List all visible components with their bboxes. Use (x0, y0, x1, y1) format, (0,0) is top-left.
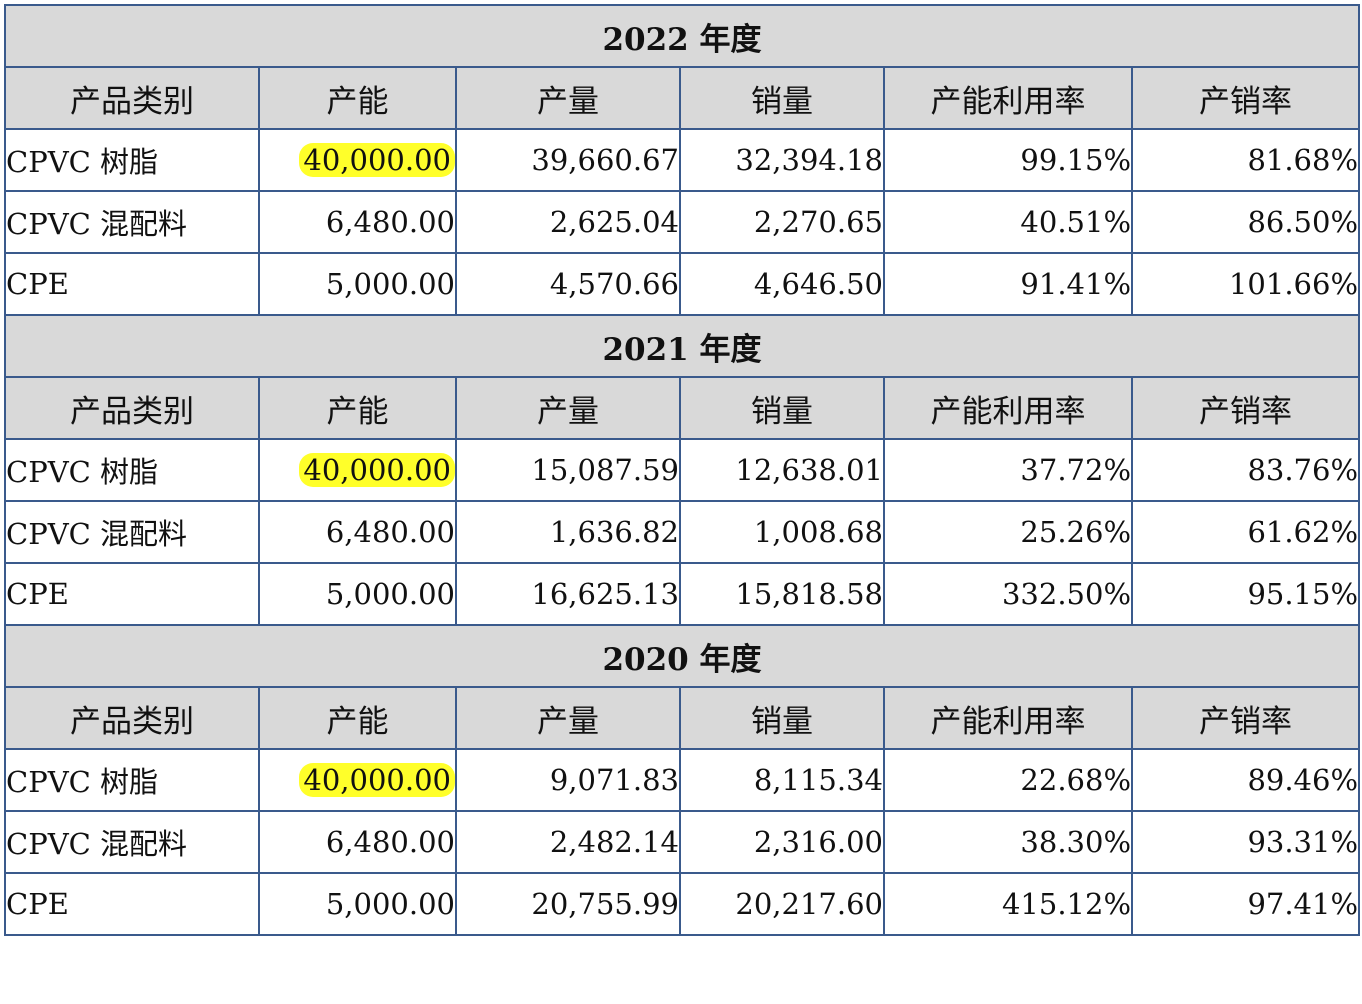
sales-cell: 32,394.18 (679, 128, 885, 192)
col-header-output: 产量 (455, 66, 681, 130)
table-row: CPE 5,000.00 20,755.99 20,217.60 415.12%… (4, 872, 1361, 936)
table-row: CPVC 树脂 40,000.00 9,071.83 8,115.34 22.6… (4, 748, 1361, 812)
table-row: CPVC 混配料 6,480.00 2,625.04 2,270.65 40.5… (4, 190, 1361, 254)
sales-ratio-cell: 95.15% (1130, 562, 1361, 626)
product-name: CPVC 混配料 (4, 810, 260, 874)
utilization-cell: 37.72% (883, 438, 1133, 502)
product-name: CPVC 树脂 (4, 438, 260, 502)
year-label: 2020 年度 (3, 624, 1361, 688)
utilization-cell: 332.50% (883, 562, 1133, 626)
capacity-cell: 5,000.00 (258, 562, 457, 626)
col-header-utilization: 产能利用率 (883, 686, 1133, 750)
sales-cell: 2,316.00 (679, 810, 885, 874)
col-header-category: 产品类别 (4, 376, 260, 440)
col-header-utilization: 产能利用率 (883, 66, 1133, 130)
highlighted-capacity: 40,000.00 (299, 763, 454, 797)
col-header-sales: 销量 (679, 376, 885, 440)
table-row: CPVC 混配料 6,480.00 1,636.82 1,008.68 25.2… (4, 500, 1361, 564)
year-header-2020: 2020 年度 (3, 624, 1361, 688)
sales-ratio-cell: 61.62% (1130, 500, 1361, 564)
sales-cell: 8,115.34 (679, 748, 885, 812)
sales-cell: 20,217.60 (679, 872, 885, 936)
product-name: CPE (4, 562, 260, 626)
output-cell: 2,482.14 (455, 810, 681, 874)
utilization-cell: 38.30% (883, 810, 1133, 874)
capacity-cell: 40,000.00 (258, 128, 457, 192)
col-header-category: 产品类别 (4, 66, 260, 130)
output-cell: 4,570.66 (455, 252, 681, 316)
capacity-cell: 40,000.00 (258, 748, 457, 812)
sales-cell: 12,638.01 (679, 438, 885, 502)
col-header-sales: 销量 (679, 686, 885, 750)
product-name: CPVC 树脂 (4, 748, 260, 812)
utilization-cell: 22.68% (883, 748, 1133, 812)
col-header-output: 产量 (455, 686, 681, 750)
sales-cell: 2,270.65 (679, 190, 885, 254)
utilization-cell: 40.51% (883, 190, 1133, 254)
sales-cell: 1,008.68 (679, 500, 885, 564)
table-row: CPE 5,000.00 16,625.13 15,818.58 332.50%… (4, 562, 1361, 626)
sales-ratio-cell: 101.66% (1130, 252, 1361, 316)
col-header-sales-ratio: 产销率 (1130, 686, 1361, 750)
year-header-2022: 2022 年度 (3, 4, 1361, 68)
utilization-cell: 99.15% (883, 128, 1133, 192)
product-name: CPE (4, 872, 260, 936)
year-label: 2021 年度 (3, 314, 1361, 378)
output-cell: 9,071.83 (455, 748, 681, 812)
table-row: CPVC 混配料 6,480.00 2,482.14 2,316.00 38.3… (4, 810, 1361, 874)
capacity-cell: 40,000.00 (258, 438, 457, 502)
sales-ratio-cell: 86.50% (1130, 190, 1361, 254)
year-label: 2022 年度 (3, 4, 1361, 68)
column-header-row: 产品类别 产能 产量 销量 产能利用率 产销率 (4, 66, 1361, 130)
table-row: CPE 5,000.00 4,570.66 4,646.50 91.41% 10… (4, 252, 1361, 316)
output-cell: 2,625.04 (455, 190, 681, 254)
sales-cell: 4,646.50 (679, 252, 885, 316)
sales-ratio-cell: 83.76% (1130, 438, 1361, 502)
col-header-capacity: 产能 (258, 66, 457, 130)
col-header-sales: 销量 (679, 66, 885, 130)
col-header-capacity: 产能 (258, 686, 457, 750)
sales-ratio-cell: 81.68% (1130, 128, 1361, 192)
col-header-sales-ratio: 产销率 (1130, 66, 1361, 130)
highlighted-capacity: 40,000.00 (299, 453, 454, 487)
col-header-category: 产品类别 (4, 686, 260, 750)
product-name: CPVC 混配料 (4, 190, 260, 254)
product-name: CPE (4, 252, 260, 316)
year-header-2021: 2021 年度 (3, 314, 1361, 378)
sales-ratio-cell: 93.31% (1130, 810, 1361, 874)
column-header-row: 产品类别 产能 产量 销量 产能利用率 产销率 (4, 686, 1361, 750)
capacity-cell: 6,480.00 (258, 500, 457, 564)
column-header-row: 产品类别 产能 产量 销量 产能利用率 产销率 (4, 376, 1361, 440)
col-header-sales-ratio: 产销率 (1130, 376, 1361, 440)
table-row: CPVC 树脂 40,000.00 15,087.59 12,638.01 37… (4, 438, 1361, 502)
product-name: CPVC 混配料 (4, 500, 260, 564)
product-name: CPVC 树脂 (4, 128, 260, 192)
utilization-cell: 415.12% (883, 872, 1133, 936)
col-header-capacity: 产能 (258, 376, 457, 440)
capacity-cell: 5,000.00 (258, 872, 457, 936)
output-cell: 1,636.82 (455, 500, 681, 564)
highlighted-capacity: 40,000.00 (299, 143, 454, 177)
utilization-cell: 25.26% (883, 500, 1133, 564)
output-cell: 16,625.13 (455, 562, 681, 626)
sales-ratio-cell: 89.46% (1130, 748, 1361, 812)
utilization-cell: 91.41% (883, 252, 1133, 316)
sales-ratio-cell: 97.41% (1130, 872, 1361, 936)
output-cell: 15,087.59 (455, 438, 681, 502)
col-header-utilization: 产能利用率 (883, 376, 1133, 440)
capacity-cell: 5,000.00 (258, 252, 457, 316)
capacity-cell: 6,480.00 (258, 190, 457, 254)
sales-cell: 15,818.58 (679, 562, 885, 626)
table-row: CPVC 树脂 40,000.00 39,660.67 32,394.18 99… (4, 128, 1361, 192)
capacity-table: 2022 年度 产品类别 产能 产量 销量 产能利用率 产销率 CPVC 树脂 … (3, 4, 1361, 936)
output-cell: 39,660.67 (455, 128, 681, 192)
col-header-output: 产量 (455, 376, 681, 440)
capacity-cell: 6,480.00 (258, 810, 457, 874)
output-cell: 20,755.99 (455, 872, 681, 936)
